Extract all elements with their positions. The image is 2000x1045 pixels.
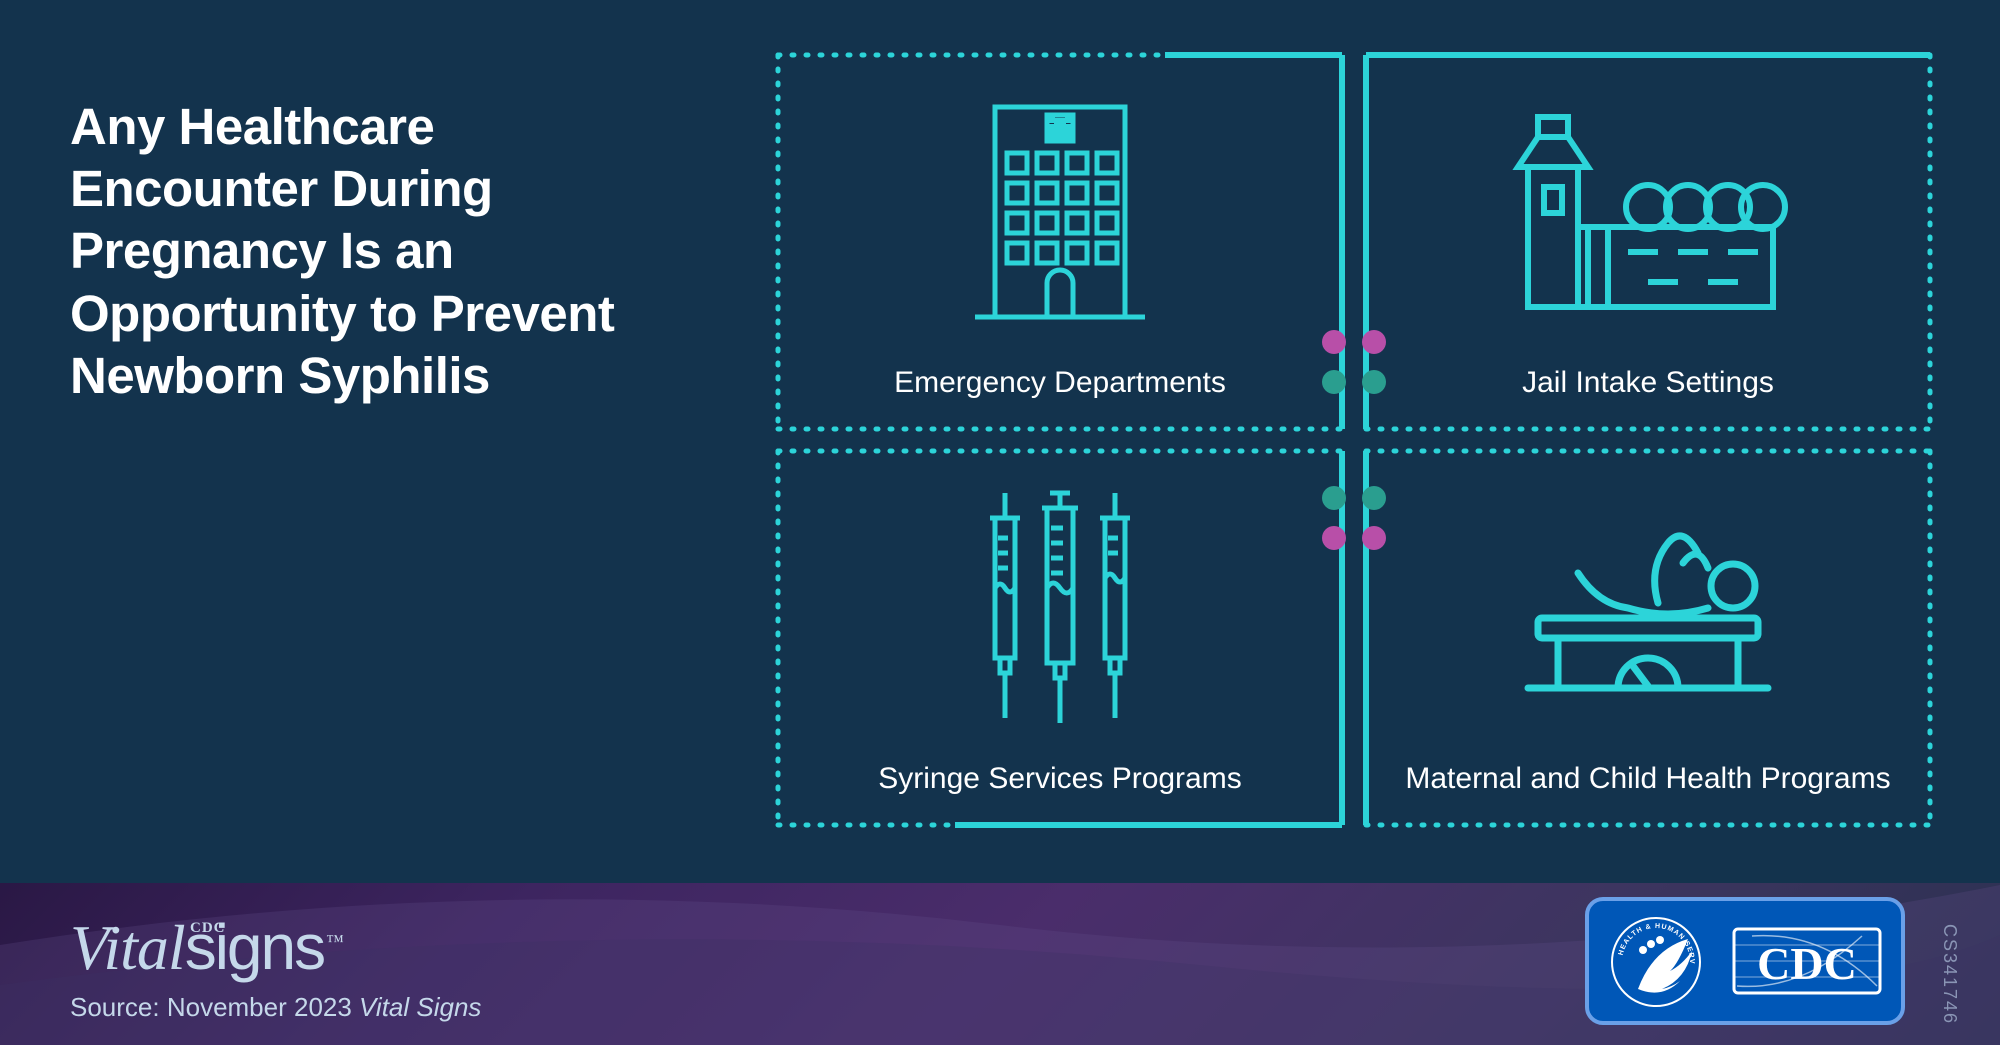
vitalsigns-logo: CDC Vitalsigns™ (70, 910, 343, 985)
panel-label: Syringe Services Programs (775, 762, 1345, 796)
panel-label: Jail Intake Settings (1363, 366, 1933, 400)
connector-dots-bottom (1314, 478, 1394, 558)
headline-text: Any Healthcare Encounter During Pregnanc… (70, 96, 640, 407)
cdc-logo-icon: CDC (1732, 921, 1882, 1001)
document-id: CS341746 (1939, 924, 1960, 1025)
svg-text:HEALTH & HUMAN SERVICES · USA: HEALTH & HUMAN SERVICES · USA (1608, 914, 1695, 965)
source-citation: Source: November 2023 Vital Signs (70, 992, 481, 1023)
svg-text:CDC: CDC (1757, 938, 1857, 989)
panel-jail: Jail Intake Settings (1363, 52, 1933, 432)
panel-maternal: Maternal and Child Health Programs (1363, 448, 1933, 828)
panel-syringe: Syringe Services Programs (775, 448, 1345, 828)
hhs-seal-icon: HEALTH & HUMAN SERVICES · USA (1608, 914, 1718, 1009)
panel-grid: Emergency Departments (775, 52, 1933, 828)
panel-label: Maternal and Child Health Programs (1363, 762, 1933, 796)
cdc-badge: HEALTH & HUMAN SERVICES · USA CDC (1585, 897, 1905, 1025)
cdc-superscript: CDC (190, 920, 226, 937)
maternal-icon (1508, 508, 1788, 708)
jail-icon (1508, 107, 1788, 317)
hospital-icon (965, 97, 1155, 327)
panel-label: Emergency Departments (775, 366, 1345, 400)
syringe-icon (960, 488, 1160, 728)
panel-emergency: Emergency Departments (775, 52, 1345, 432)
connector-dots-top (1314, 322, 1394, 402)
